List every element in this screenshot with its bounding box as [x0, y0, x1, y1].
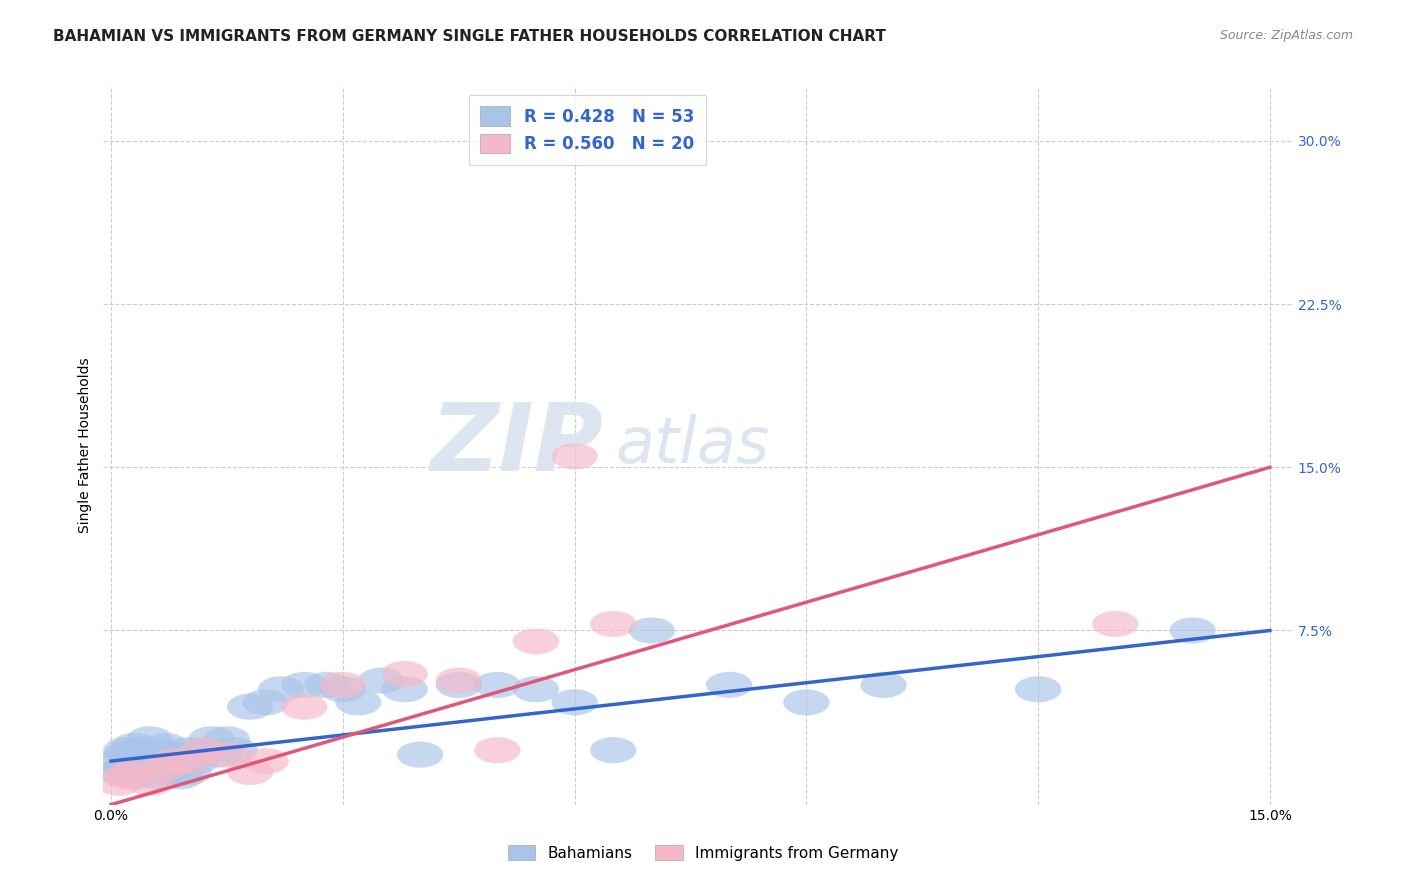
- Ellipse shape: [204, 741, 250, 768]
- Ellipse shape: [165, 737, 211, 764]
- Ellipse shape: [513, 628, 560, 655]
- Ellipse shape: [242, 690, 288, 715]
- Ellipse shape: [157, 748, 204, 774]
- Ellipse shape: [281, 694, 328, 720]
- Ellipse shape: [226, 694, 273, 720]
- Ellipse shape: [111, 759, 157, 785]
- Ellipse shape: [551, 443, 598, 469]
- Ellipse shape: [135, 737, 180, 764]
- Ellipse shape: [204, 726, 250, 752]
- Ellipse shape: [135, 764, 180, 789]
- Ellipse shape: [396, 741, 443, 768]
- Ellipse shape: [474, 737, 520, 764]
- Ellipse shape: [149, 748, 195, 774]
- Ellipse shape: [120, 746, 165, 772]
- Ellipse shape: [211, 737, 257, 764]
- Ellipse shape: [783, 690, 830, 715]
- Ellipse shape: [591, 611, 637, 637]
- Legend: R = 0.428   N = 53, R = 0.560   N = 20: R = 0.428 N = 53, R = 0.560 N = 20: [468, 95, 706, 165]
- Ellipse shape: [96, 748, 142, 774]
- Ellipse shape: [165, 759, 211, 785]
- Ellipse shape: [257, 676, 304, 702]
- Ellipse shape: [436, 667, 482, 694]
- Ellipse shape: [1170, 617, 1216, 643]
- Ellipse shape: [142, 755, 188, 780]
- Ellipse shape: [381, 661, 427, 687]
- Ellipse shape: [142, 733, 188, 759]
- Ellipse shape: [860, 672, 907, 698]
- Ellipse shape: [180, 737, 226, 764]
- Ellipse shape: [149, 755, 195, 780]
- Ellipse shape: [173, 748, 219, 774]
- Ellipse shape: [157, 764, 204, 789]
- Ellipse shape: [436, 672, 482, 698]
- Ellipse shape: [319, 672, 366, 698]
- Text: atlas: atlas: [614, 415, 769, 476]
- Ellipse shape: [628, 617, 675, 643]
- Ellipse shape: [474, 672, 520, 698]
- Ellipse shape: [104, 737, 149, 764]
- Ellipse shape: [1092, 611, 1139, 637]
- Ellipse shape: [551, 690, 598, 715]
- Ellipse shape: [226, 759, 273, 785]
- Text: BAHAMIAN VS IMMIGRANTS FROM GERMANY SINGLE FATHER HOUSEHOLDS CORRELATION CHART: BAHAMIAN VS IMMIGRANTS FROM GERMANY SING…: [53, 29, 886, 44]
- Ellipse shape: [706, 672, 752, 698]
- Ellipse shape: [359, 667, 405, 694]
- Ellipse shape: [165, 748, 211, 774]
- Ellipse shape: [111, 764, 157, 789]
- Ellipse shape: [195, 741, 242, 768]
- Ellipse shape: [120, 737, 165, 764]
- Ellipse shape: [111, 733, 157, 759]
- Ellipse shape: [96, 770, 142, 796]
- Text: ZIP: ZIP: [430, 400, 603, 491]
- Ellipse shape: [104, 741, 149, 768]
- Ellipse shape: [281, 672, 328, 698]
- Ellipse shape: [142, 759, 188, 785]
- Ellipse shape: [381, 676, 427, 702]
- Ellipse shape: [120, 759, 165, 785]
- Y-axis label: Single Father Households: Single Father Households: [79, 358, 93, 533]
- Ellipse shape: [127, 741, 173, 768]
- Ellipse shape: [319, 676, 366, 702]
- Ellipse shape: [96, 759, 142, 785]
- Ellipse shape: [104, 764, 149, 789]
- Ellipse shape: [111, 741, 157, 768]
- Ellipse shape: [1015, 676, 1062, 702]
- Ellipse shape: [111, 748, 157, 774]
- Ellipse shape: [142, 748, 188, 774]
- Text: Source: ZipAtlas.com: Source: ZipAtlas.com: [1219, 29, 1353, 42]
- Ellipse shape: [127, 770, 173, 796]
- Ellipse shape: [304, 672, 350, 698]
- Ellipse shape: [242, 748, 288, 774]
- Ellipse shape: [127, 726, 173, 752]
- Ellipse shape: [513, 676, 560, 702]
- Ellipse shape: [149, 741, 195, 768]
- Ellipse shape: [591, 737, 637, 764]
- Legend: Bahamians, Immigrants from Germany: Bahamians, Immigrants from Germany: [501, 837, 905, 868]
- Ellipse shape: [180, 737, 226, 764]
- Ellipse shape: [335, 690, 381, 715]
- Ellipse shape: [127, 755, 173, 780]
- Ellipse shape: [104, 755, 149, 780]
- Ellipse shape: [188, 726, 235, 752]
